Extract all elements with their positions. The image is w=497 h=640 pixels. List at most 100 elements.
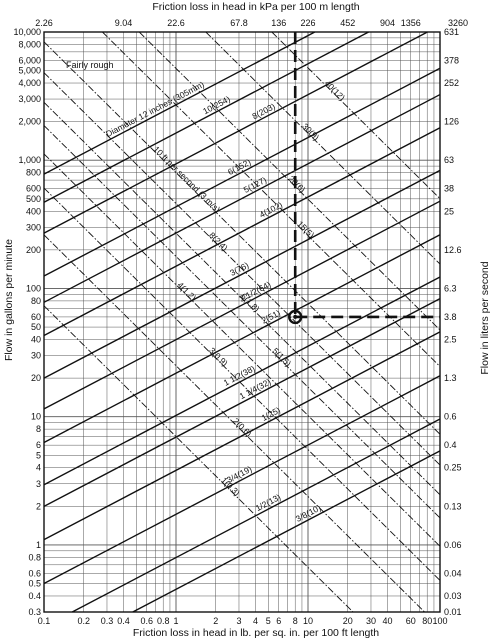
y-tick-label: 10,000	[13, 27, 41, 37]
top-tick-label: 2.26	[35, 18, 53, 28]
right-tick-label: 25	[444, 206, 454, 216]
right-tick-label: 0.03	[444, 591, 462, 601]
pipe-label: 10(254)	[201, 94, 232, 117]
y-tick-label: 6,000	[18, 55, 41, 65]
x-tick-label: 2	[213, 616, 218, 626]
pipe-line	[43, 276, 441, 486]
velocity-line	[43, 41, 441, 435]
pipe-line	[71, 418, 441, 613]
y-tick-label: 200	[26, 245, 41, 255]
velocity-line	[43, 187, 441, 581]
right-tick-label: 631	[444, 27, 459, 37]
right-tick-label: 0.25	[444, 463, 462, 473]
y-tick-label: 5	[36, 450, 41, 460]
x-tick-label: 0.4	[117, 616, 130, 626]
velocity-line	[43, 72, 441, 466]
y-tick-label: 600	[26, 184, 41, 194]
x-tick-label: 60	[406, 616, 416, 626]
example-marker	[288, 309, 303, 325]
top-tick-label: 226	[300, 18, 315, 28]
x-tick-label: 3	[236, 616, 241, 626]
y-tick-label: 80	[31, 296, 41, 306]
right-tick-label: 0.04	[444, 568, 462, 578]
x-tick-label: 1	[173, 616, 178, 626]
plot-frame	[43, 31, 441, 613]
right-axis-title: Flow in liters per second	[479, 261, 491, 374]
x-tick-label: 40	[382, 616, 392, 626]
top-axis-title: Friction loss in head in kPa per 100 m l…	[152, 1, 359, 13]
right-tick-label: 0.01	[444, 607, 462, 617]
x-tick-label: 5	[266, 616, 271, 626]
pipe-line	[43, 93, 441, 303]
y-tick-label: 50	[31, 322, 41, 332]
pipe-line	[43, 31, 428, 234]
top-tick-label: 1356	[401, 18, 421, 28]
y-tick-label: 6	[36, 440, 41, 450]
y-tick-label: 4	[36, 463, 41, 473]
velocity-lines: 40(12)30(9)20(6)15(5)10 ft per second (3…	[43, 31, 441, 613]
pipe-line	[43, 169, 441, 379]
right-tick-label: 38	[444, 184, 454, 194]
y-tick-label: 100	[26, 283, 41, 293]
y-tick-label: 800	[26, 168, 41, 178]
top-tick-label: 452	[340, 18, 355, 28]
right-tick-label: 252	[444, 78, 459, 88]
x-tick-label: 4	[253, 616, 258, 626]
top-tick-label: 904	[380, 18, 395, 28]
y-tick-label: 4,000	[18, 78, 41, 88]
x-tick-label: 8	[293, 616, 298, 626]
top-tick-label: 9.04	[115, 18, 133, 28]
y-tick-label: 30	[31, 351, 41, 361]
x-tick-label: 80	[422, 616, 432, 626]
velocity-line	[43, 125, 441, 519]
top-tick-label: 3260	[448, 18, 468, 28]
top-tick-label: 22.6	[167, 18, 185, 28]
velocity-label: 20(6)	[286, 173, 307, 194]
velocity-line	[271, 31, 441, 199]
x-axis-title: Friction loss in head in lb. per sq. in.…	[133, 627, 379, 639]
y-tick-label: 60	[31, 312, 41, 322]
y-tick-label: 20	[31, 373, 41, 383]
example-solution	[288, 32, 440, 325]
velocity-label: 8(2.4)	[207, 230, 230, 253]
right-tick-label: 6.3	[444, 283, 457, 293]
velocity-label: 5(1.5)	[270, 346, 293, 369]
pipe-line	[43, 234, 441, 444]
y-tick-label: 40	[31, 335, 41, 345]
pipe-line	[43, 31, 316, 175]
pipe-line	[43, 67, 441, 277]
y-tick-label: 2	[36, 501, 41, 511]
x-tick-label: 0.1	[38, 616, 51, 626]
y-tick-label: 0.5	[28, 579, 41, 589]
right-tick-label: 0.6	[444, 412, 457, 422]
y-tick-label: 8	[36, 424, 41, 434]
y-tick-label: 3	[36, 479, 41, 489]
velocity-line	[43, 234, 425, 613]
velocity-line	[43, 153, 441, 547]
x-tick-label: 30	[366, 616, 376, 626]
x-tick-label: 0.2	[77, 616, 90, 626]
y-tick-label: 0.6	[28, 568, 41, 578]
right-tick-label: 0.13	[444, 501, 462, 511]
right-tick-label: 63	[444, 155, 454, 165]
example-marker-dot	[293, 314, 298, 319]
right-tick-label: 12.6	[444, 245, 462, 255]
y-tick-label: 3,000	[18, 94, 41, 104]
x-tick-label: 0.3	[101, 616, 114, 626]
y-tick-label: 8,000	[18, 39, 41, 49]
y-tick-label: 300	[26, 222, 41, 232]
y-tick-label: 2,000	[18, 117, 41, 127]
velocity-line	[43, 102, 441, 496]
velocity-line	[205, 31, 441, 265]
velocity-label: 10 ft per second (3 m/s)	[151, 144, 222, 214]
y-tick-label: 0.4	[28, 591, 41, 601]
velocity-label: 3(0.9)	[207, 345, 230, 368]
fairly-rough-note: Fairly rough	[66, 60, 114, 70]
right-tick-label: 2.5	[444, 335, 457, 345]
right-tick-label: 1.3	[444, 373, 457, 383]
right-tick-label: 3.8	[444, 312, 457, 322]
pipe-line	[132, 450, 441, 613]
y-tick-label: 400	[26, 206, 41, 216]
x-tick-label: 20	[343, 616, 353, 626]
